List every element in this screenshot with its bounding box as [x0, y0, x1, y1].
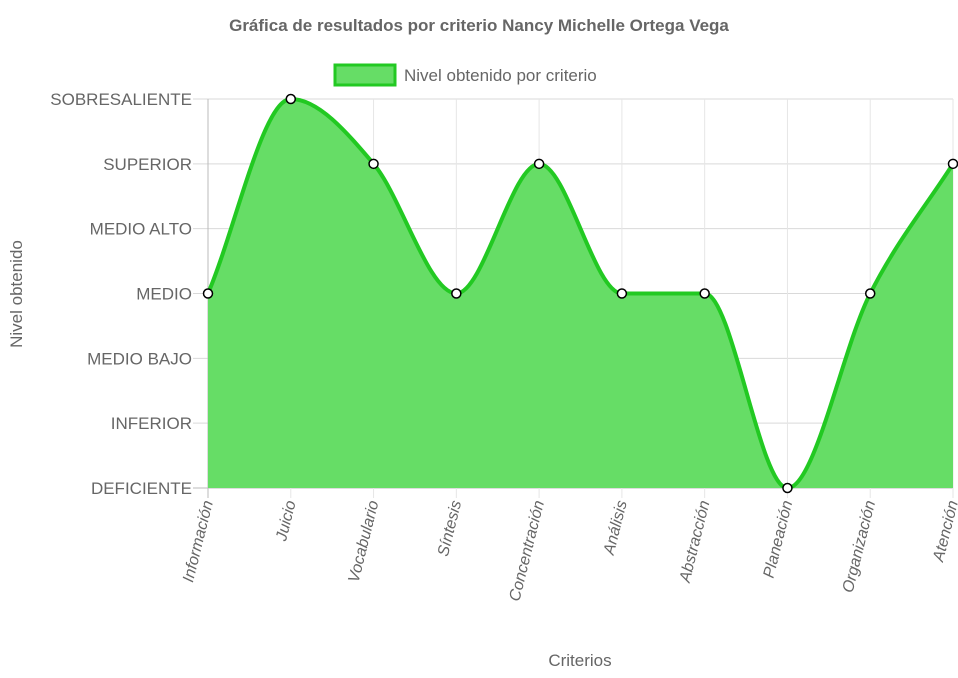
y-tick-label: DEFICIENTE: [91, 479, 192, 498]
legend[interactable]: Nivel obtenido por criterio: [333, 63, 597, 87]
data-point-4[interactable]: [533, 158, 545, 170]
plot-area: [206, 96, 955, 491]
x-tick-label: Concentración: [507, 499, 548, 603]
x-tick-label: Organización: [840, 499, 879, 595]
data-point-8[interactable]: [864, 288, 876, 299]
y-tick-label: MEDIO ALTO: [90, 220, 192, 239]
y-tick-label: SUPERIOR: [103, 155, 192, 174]
y-axis-ticks: DEFICIENTE INFERIOR MEDIO BAJO MEDIO MEDIO A…: [50, 90, 192, 498]
x-axis-ticks: Información Juicio Vocabulario Síntesis Conc…: [180, 499, 958, 603]
y-tick-label: MEDIO BAJO: [87, 349, 192, 368]
y-tick-label: SOBRESALIENTE: [50, 90, 192, 109]
data-point-3[interactable]: [451, 288, 462, 299]
y-axis-label: Nivel obtenido: [7, 240, 26, 348]
series-area: [208, 99, 953, 488]
data-points: [202, 93, 958, 494]
data-point-7[interactable]: [782, 482, 793, 494]
x-tick-label: Atención: [930, 499, 958, 565]
x-tick-label: Planeación: [761, 499, 797, 580]
data-point-1[interactable]: [285, 93, 297, 105]
data-point-5[interactable]: [616, 288, 628, 299]
x-tick-label: Síntesis: [435, 499, 465, 558]
y-tick-label: MEDIO: [136, 285, 192, 304]
data-point-6[interactable]: [699, 288, 710, 299]
y-tick-label: INFERIOR: [111, 414, 192, 433]
x-tick-label: Juicio: [273, 499, 300, 544]
x-tick-label: Análisis: [601, 499, 631, 558]
x-tick-label: Información: [180, 499, 217, 584]
legend-label: Nivel obtenido por criterio: [404, 66, 597, 85]
x-tick-label: Vocabulario: [346, 499, 383, 585]
x-axis-label: Criterios: [548, 651, 611, 670]
data-point-2[interactable]: [368, 158, 379, 170]
legend-swatch: [333, 63, 397, 87]
x-tick-label: Abstracción: [677, 499, 714, 585]
data-point-0[interactable]: [202, 288, 214, 299]
series-line: [206, 96, 955, 491]
chart-title: Gráfica de resultados por criterio Nancy…: [229, 16, 729, 35]
data-point-9[interactable]: [947, 158, 958, 170]
